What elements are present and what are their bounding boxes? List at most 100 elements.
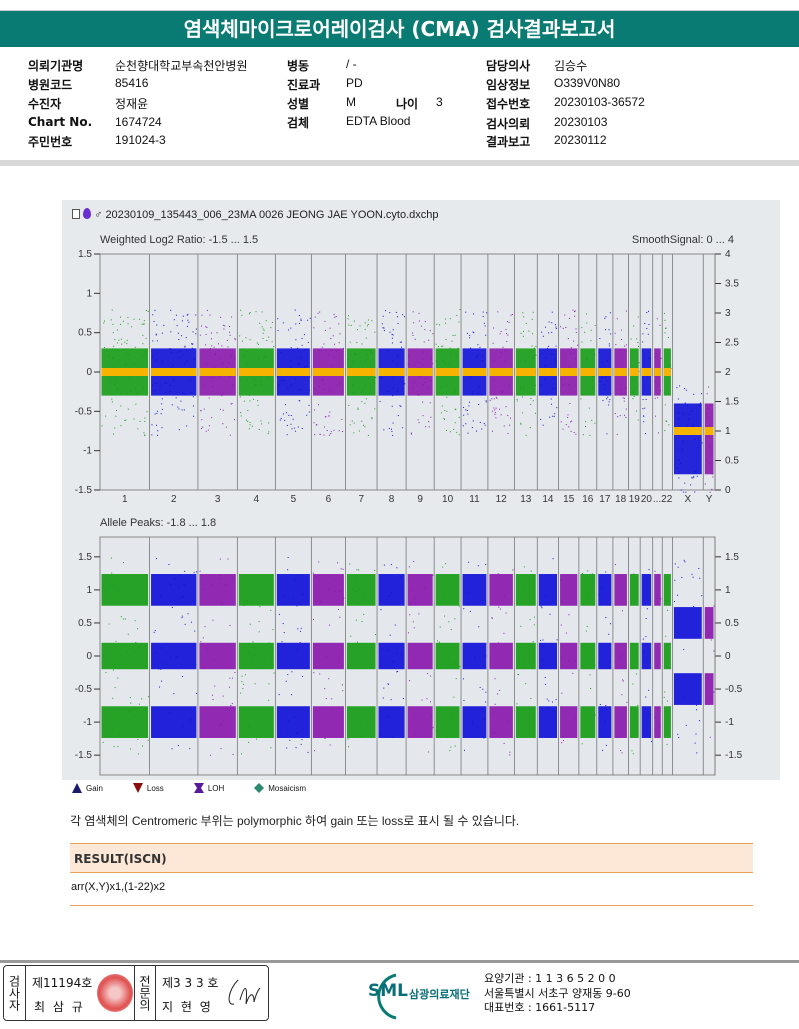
log2-point — [554, 324, 556, 326]
y2-tick-label: 0 — [725, 651, 731, 662]
log2-point — [478, 403, 480, 405]
log2-point — [573, 310, 575, 312]
allele-point — [708, 618, 710, 620]
allele-point — [548, 700, 550, 702]
log2-point — [321, 378, 323, 380]
allele-point — [594, 714, 596, 716]
log2-point — [316, 424, 318, 426]
log2-point — [592, 379, 594, 381]
allele-peak-chr21 — [654, 642, 661, 670]
log2-point — [284, 404, 286, 406]
allele-point — [219, 574, 221, 576]
log2-point — [400, 405, 402, 407]
log2-point — [704, 483, 706, 485]
log2-point — [684, 402, 686, 404]
allele-point — [503, 595, 505, 597]
log2-point — [397, 415, 399, 417]
seal-stamp — [97, 974, 133, 1012]
log2-point — [625, 387, 627, 389]
allele-point — [380, 609, 382, 611]
log2-point — [709, 463, 711, 465]
log2-point — [212, 385, 214, 387]
log2-point — [183, 409, 185, 411]
log2-point — [307, 341, 309, 343]
allele-point — [300, 627, 302, 629]
log2-point — [391, 431, 393, 433]
allele-point — [279, 729, 281, 731]
log2-point — [379, 400, 381, 402]
log2-point — [349, 354, 351, 356]
log2-point — [105, 415, 107, 417]
log2-point — [358, 430, 360, 432]
allele-point — [699, 577, 701, 579]
log2-point — [642, 377, 644, 379]
log2-point — [413, 322, 415, 324]
allele-point — [634, 717, 636, 719]
log2-point — [678, 477, 680, 479]
log2-point — [475, 357, 477, 359]
log2-point — [112, 323, 114, 325]
allele-point — [490, 658, 492, 660]
log2-point — [575, 433, 577, 435]
log2-point — [120, 323, 122, 325]
phone: 대표번호 : 1661-5117 — [484, 1001, 596, 1014]
log2-point — [357, 408, 359, 410]
log2-point — [534, 384, 536, 386]
log2-point — [191, 347, 193, 349]
allele-point — [160, 595, 162, 597]
allele-point — [113, 653, 115, 655]
allele-point — [327, 725, 329, 727]
log2-point — [251, 425, 253, 427]
allele-peak-chr10 — [435, 706, 460, 738]
allele-point — [658, 726, 660, 728]
log2-point — [206, 309, 208, 311]
allele-point — [204, 667, 206, 669]
log2-point — [643, 421, 645, 423]
log2-point — [472, 420, 474, 422]
log2-point — [178, 408, 180, 410]
allele-point — [268, 683, 270, 685]
allele-point — [654, 570, 656, 572]
log2-point — [256, 342, 258, 344]
allele-point — [491, 617, 493, 619]
allele-point — [572, 672, 574, 674]
allele-point — [560, 579, 562, 581]
log2-point — [308, 389, 310, 391]
log2-point — [287, 329, 289, 331]
y2-tick-label: 2 — [725, 367, 731, 378]
log2-point — [225, 426, 227, 428]
log2-point — [222, 423, 224, 425]
log2-point — [477, 344, 479, 346]
log2-point — [116, 409, 118, 411]
allele-point — [533, 624, 535, 626]
allele-point — [347, 664, 349, 666]
log2-point — [322, 379, 324, 381]
allele-point — [549, 613, 551, 615]
legend-loss: Loss — [132, 783, 164, 793]
allele-point — [472, 720, 474, 722]
log2-point — [205, 430, 207, 432]
y-tick-label: 1.5 — [78, 552, 92, 563]
allele-point — [701, 595, 703, 597]
allele-point — [248, 725, 250, 727]
log2-point — [329, 389, 331, 391]
log2-point — [509, 424, 511, 426]
allele-point — [108, 623, 110, 625]
log2-point — [494, 412, 496, 414]
allele-point — [677, 733, 679, 735]
log2-point — [709, 446, 711, 448]
allele-point — [211, 584, 213, 586]
log2-point — [161, 398, 163, 400]
log2-point — [645, 398, 647, 400]
log2-point — [445, 322, 447, 324]
log2-point — [332, 365, 334, 367]
log2-point — [455, 390, 457, 392]
allele-point — [685, 724, 687, 726]
allele-point — [193, 601, 195, 603]
log2-point — [619, 349, 621, 351]
y-tick-label: 0.5 — [78, 328, 92, 339]
x-tick-label: 20 — [641, 494, 653, 505]
log2-point — [535, 354, 537, 356]
allele-point — [212, 619, 214, 621]
log2-point — [701, 442, 703, 444]
